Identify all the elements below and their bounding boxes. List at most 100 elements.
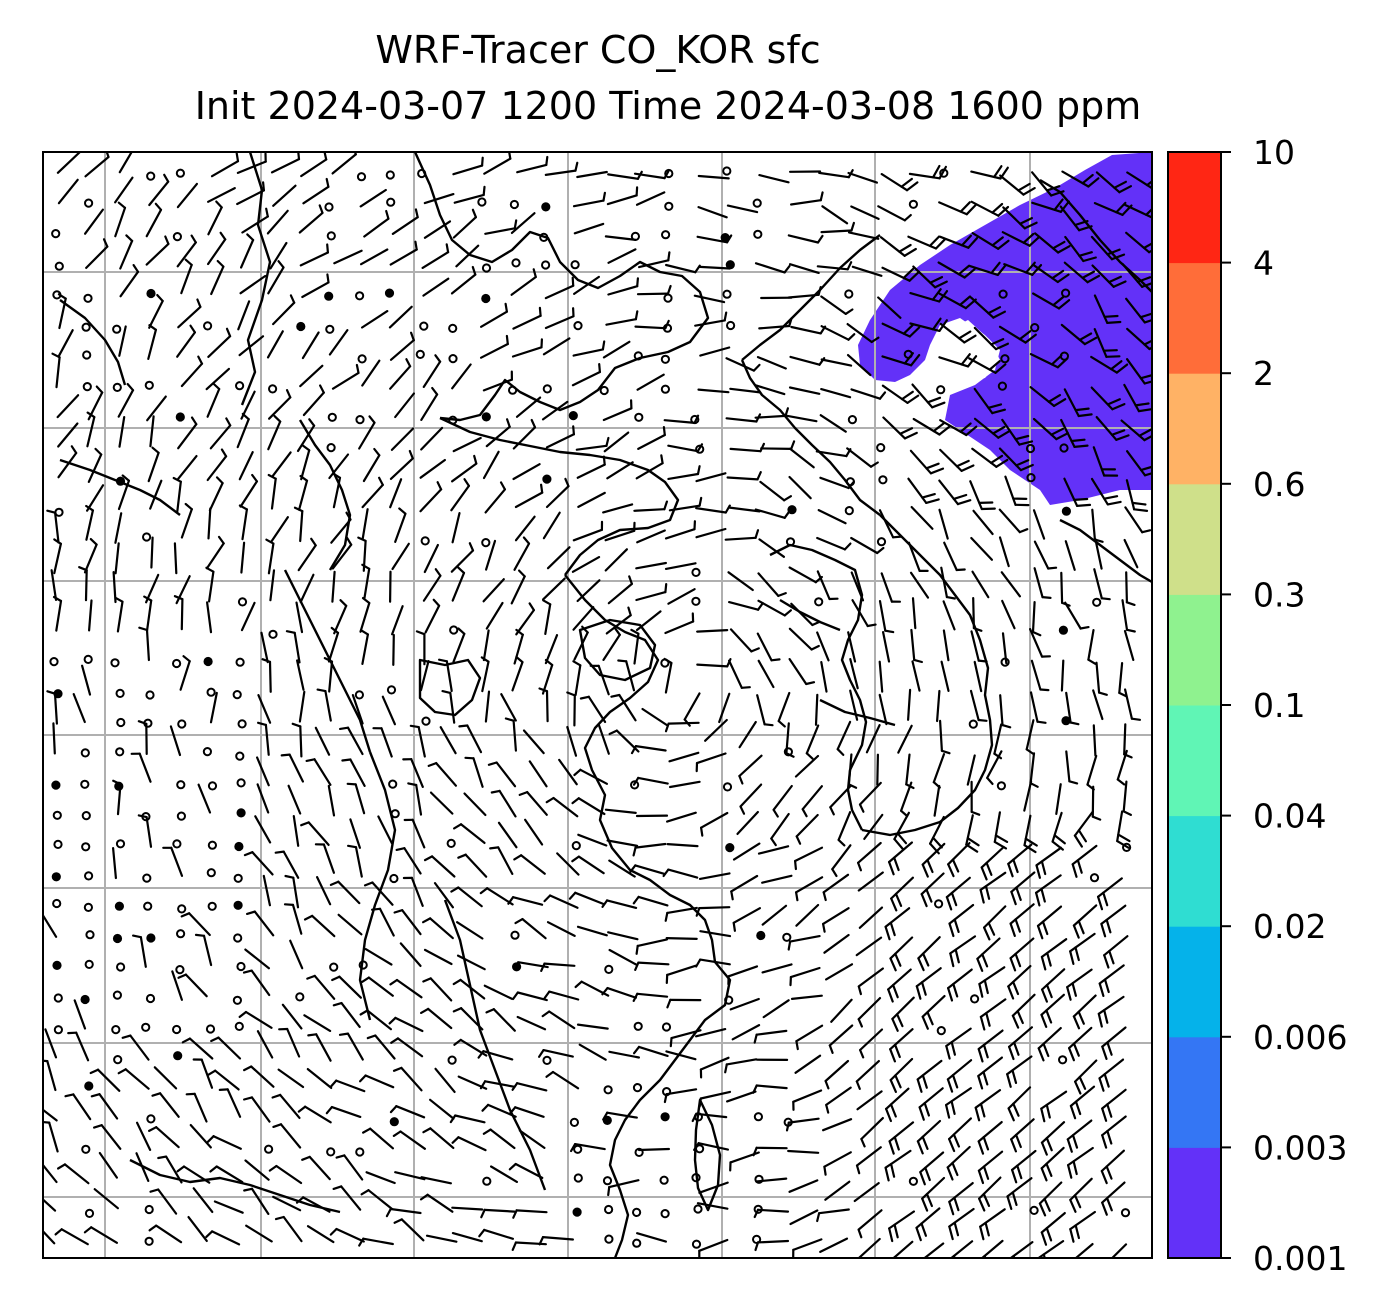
- wind-barb-shaft: [380, 727, 393, 758]
- wind-barb-shaft: [119, 270, 140, 298]
- wind-barb-feather: [544, 658, 554, 667]
- wind-barb-shaft: [519, 854, 546, 875]
- wind-barb-shaft: [513, 542, 531, 571]
- wind-barb-feather: [346, 536, 353, 546]
- calm-marker: [510, 930, 520, 940]
- wind-barb-feather: [359, 1009, 369, 1016]
- wind-barb-feather: [453, 823, 463, 830]
- wind-barb-shaft: [605, 318, 638, 326]
- wind-barb-feather: [1096, 895, 1104, 911]
- wind-barb-shaft: [757, 572, 780, 598]
- wind-barb-shaft: [847, 171, 879, 184]
- wind-barb-shaft: [906, 688, 912, 721]
- wind-barb-shaft: [618, 693, 637, 722]
- wind-barb-shaft: [193, 1092, 208, 1123]
- wind-barb-feather: [1103, 978, 1110, 994]
- wind-barb-shaft: [451, 571, 466, 602]
- wind-barb-shaft: [726, 204, 759, 214]
- wind-barb-feather: [801, 808, 808, 818]
- wind-barb-shaft: [915, 967, 942, 988]
- wind-barb-shaft: [795, 1024, 824, 1043]
- wind-barb-shaft: [695, 752, 727, 765]
- wind-barb-shaft: [439, 726, 457, 755]
- wind-barb-shaft: [945, 876, 971, 899]
- wind-barb-feather: [359, 1074, 367, 1083]
- wind-barb-feather: [1007, 862, 1014, 878]
- wind-barb-shaft: [551, 1070, 580, 1090]
- wind-barb-feather: [608, 729, 618, 736]
- wind-barb-feather: [163, 173, 170, 183]
- wind-barb-feather: [1074, 407, 1090, 412]
- wind-barb-shaft: [729, 387, 762, 394]
- wind-barb-feather: [487, 761, 498, 766]
- wind-barb-shaft: [207, 335, 232, 358]
- wind-barb-shaft: [728, 506, 761, 513]
- calm-marker: [722, 782, 733, 792]
- wind-barb-shaft: [1101, 1026, 1127, 1048]
- wind-barb-feather: [530, 418, 537, 429]
- wind-barb-feather: [884, 925, 891, 941]
- wind-barb-shaft: [289, 939, 304, 970]
- wind-barb-feather: [951, 858, 960, 873]
- wind-barb-shaft: [1092, 724, 1097, 757]
- wind-barb-shaft: [729, 447, 762, 453]
- wind-barb-shaft: [351, 693, 364, 725]
- wind-barb-feather: [478, 1228, 486, 1238]
- wind-barb-shaft: [349, 818, 361, 849]
- wind-barb-shaft: [114, 206, 127, 238]
- calm-marker: [354, 690, 364, 700]
- wind-barb-shaft: [400, 1218, 425, 1242]
- wind-barb-shaft: [847, 231, 880, 240]
- wind-barb-shaft: [1006, 1055, 1033, 1076]
- wind-barb-feather: [967, 237, 979, 249]
- calm-marker: [324, 202, 334, 212]
- wind-barb-feather: [869, 461, 879, 468]
- wind-barb-feather: [1108, 949, 1115, 965]
- wind-barb-feather: [1047, 394, 1062, 403]
- calm-marker: [663, 293, 673, 303]
- wind-barb-feather: [1043, 1197, 1051, 1212]
- wind-barb-feather: [415, 630, 426, 636]
- calm-marker: [511, 258, 521, 268]
- calm-marker: [724, 995, 734, 1005]
- wind-barb-feather: [929, 276, 944, 284]
- calm-marker: [908, 199, 919, 209]
- map-frame: [42, 151, 1153, 1259]
- wind-barb-shaft: [295, 601, 304, 634]
- wind-barb-shaft: [907, 235, 938, 250]
- wind-barb-feather: [894, 892, 903, 908]
- wind-barb-shaft: [1121, 599, 1129, 631]
- calm-marker: [390, 809, 400, 819]
- wind-barb-shaft: [403, 847, 422, 875]
- wind-barb-shaft: [973, 417, 1000, 439]
- wind-barb-feather: [1040, 1167, 1048, 1182]
- wind-barb-shaft: [968, 357, 997, 374]
- wind-barb-feather: [410, 331, 415, 342]
- wind-barb-feather: [900, 177, 914, 188]
- wind-barb-shaft: [358, 421, 376, 450]
- wind-barb-feather: [824, 1079, 830, 1090]
- wind-barb-feather: [784, 407, 790, 417]
- wind-barb-shaft: [888, 1121, 915, 1143]
- wind-barb-feather: [1050, 354, 1063, 366]
- wind-barb-feather: [1086, 274, 1101, 284]
- wind-barb-feather: [572, 425, 576, 436]
- wind-barb-feather: [960, 464, 975, 472]
- wind-barb-feather: [1029, 782, 1039, 788]
- wind-barb-shaft: [1074, 1242, 1094, 1258]
- wind-barb-shaft: [921, 842, 946, 866]
- wind-barb-feather: [184, 502, 193, 511]
- wind-barb-feather: [538, 687, 549, 693]
- wind-barb-feather: [1040, 988, 1049, 1003]
- wind-barb-feather: [243, 851, 254, 857]
- wind-barb-shaft: [858, 906, 884, 929]
- calm-marker: [572, 1207, 582, 1217]
- calm-marker: [81, 322, 91, 332]
- wind-barb-shaft: [480, 342, 509, 359]
- wind-barb-shaft: [362, 454, 381, 483]
- calm-marker: [664, 168, 674, 179]
- wind-barb-feather: [977, 659, 988, 663]
- calm-marker: [112, 990, 123, 1000]
- wind-barb-shaft: [483, 1208, 516, 1213]
- wind-barb-shaft: [44, 1028, 58, 1059]
